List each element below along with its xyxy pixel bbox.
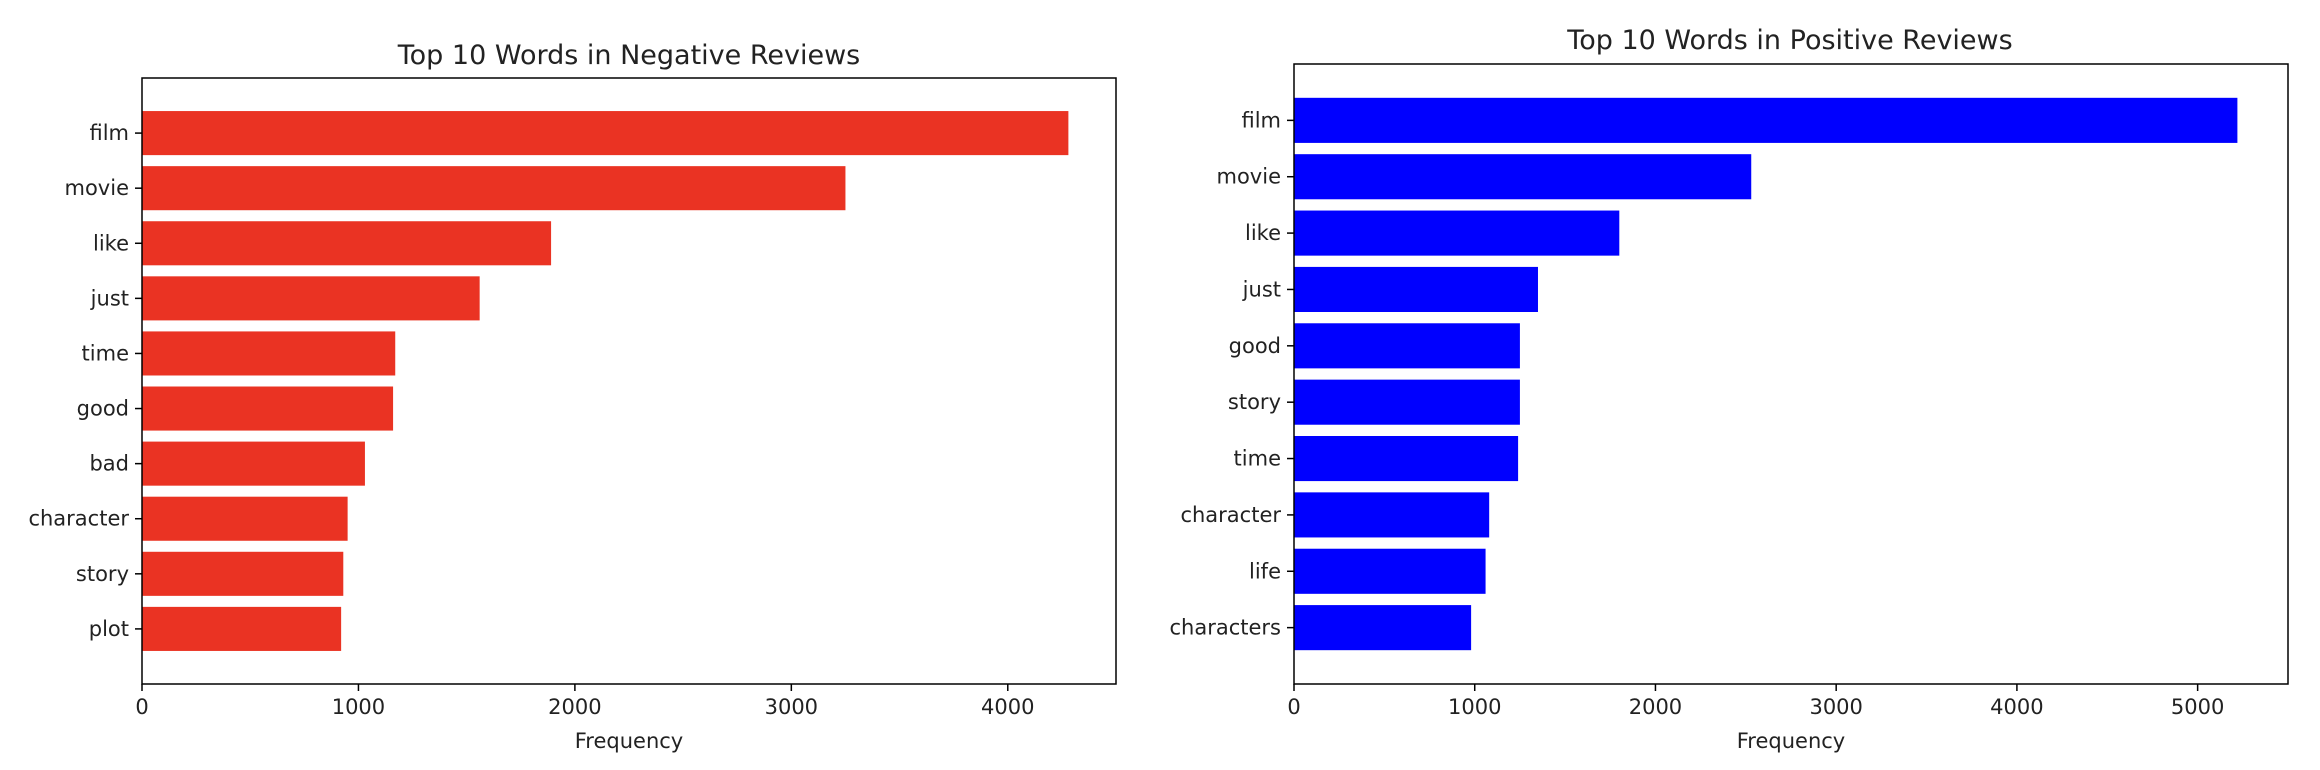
x-tick-label: 0 — [1287, 695, 1300, 719]
bar-movie — [1294, 154, 1752, 200]
x-axis-ticks: 0 1000 2000 3000 4000 — [135, 684, 1035, 719]
x-tick-label: 0 — [135, 695, 148, 719]
y-tick-label: time — [1234, 447, 1281, 471]
y-tick-label: just — [1242, 277, 1281, 301]
bar-character — [142, 496, 348, 541]
x-axis-ticks: 0 1000 2000 3000 4000 5000 — [1287, 684, 2224, 719]
chart-title: Top 10 Words in Negative Reviews — [397, 40, 860, 71]
bar-life — [1294, 548, 1486, 594]
y-axis-ticks: film movie like just good story time character l… — [1169, 108, 1294, 640]
y-tick-label: story — [1228, 390, 1281, 414]
bar-characters — [1294, 605, 1472, 651]
y-tick-label: like — [93, 231, 129, 255]
y-tick-label: time — [82, 341, 129, 365]
positive-reviews-chart: Top 10 Words in Positive Reviews film mov… — [1169, 25, 2289, 753]
y-tick-label: bad — [89, 452, 129, 476]
y-tick-label: good — [77, 397, 129, 421]
bar-story — [1294, 379, 1520, 425]
y-tick-label: like — [1245, 221, 1281, 245]
bar-like — [142, 221, 552, 266]
y-tick-label: film — [1241, 108, 1281, 132]
bar-character — [1294, 492, 1490, 538]
bar-just — [1294, 266, 1538, 312]
y-tick-label: plot — [89, 617, 129, 641]
negative-reviews-chart: Top 10 Words in Negative Reviews film mov… — [28, 40, 1117, 753]
x-tick-label: 3000 — [765, 695, 818, 719]
x-tick-label: 2000 — [1629, 695, 1682, 719]
bar-group — [142, 111, 1069, 651]
x-tick-label: 1000 — [332, 695, 385, 719]
x-axis-label: Frequency — [575, 729, 684, 753]
bar-group — [1294, 97, 2238, 651]
bar-time — [142, 331, 396, 376]
y-tick-label: characters — [1169, 616, 1281, 640]
bar-time — [1294, 436, 1519, 482]
y-tick-label: character — [28, 507, 129, 531]
bar-plot — [142, 606, 342, 651]
chart-title: Top 10 Words in Positive Reviews — [1566, 25, 2012, 56]
x-axis-label: Frequency — [1737, 729, 1846, 753]
y-tick-label: film — [89, 121, 129, 145]
bar-film — [1294, 97, 2238, 143]
plot-frame — [1293, 63, 2289, 685]
y-axis-ticks: film movie like just time good bad character sto… — [28, 121, 142, 641]
bar-movie — [142, 166, 846, 211]
x-tick-label: 4000 — [981, 695, 1034, 719]
bar-bad — [142, 441, 365, 486]
y-tick-label: just — [90, 286, 129, 310]
y-tick-label: life — [1249, 559, 1281, 583]
x-tick-label: 1000 — [1448, 695, 1501, 719]
bar-just — [142, 276, 480, 321]
bar-story — [142, 551, 344, 596]
x-tick-label: 2000 — [548, 695, 601, 719]
x-tick-label: 4000 — [1990, 695, 2043, 719]
bar-film — [142, 111, 1069, 156]
y-tick-label: movie — [65, 176, 130, 200]
y-tick-label: story — [76, 562, 129, 586]
x-tick-label: 5000 — [2171, 695, 2224, 719]
bar-good — [1294, 323, 1520, 369]
bar-like — [1294, 210, 1620, 256]
y-tick-label: movie — [1217, 165, 1282, 189]
y-tick-label: good — [1229, 334, 1281, 358]
plot-frame — [141, 77, 1117, 685]
y-tick-label: character — [1180, 503, 1281, 527]
x-tick-label: 3000 — [1809, 695, 1862, 719]
bar-good — [142, 386, 394, 431]
